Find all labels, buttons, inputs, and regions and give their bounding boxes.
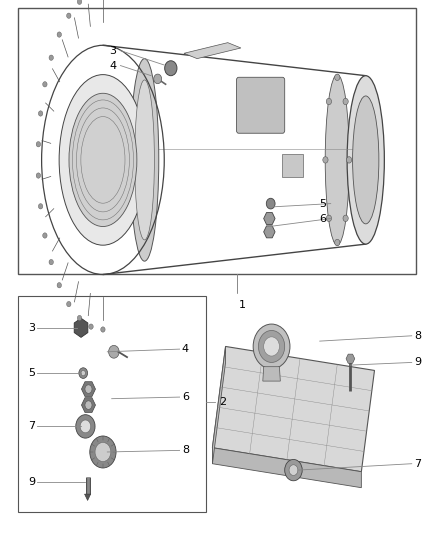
Circle shape — [326, 98, 332, 104]
Text: 2: 2 — [219, 398, 226, 407]
Polygon shape — [263, 367, 280, 381]
Circle shape — [165, 61, 177, 76]
Text: 5: 5 — [319, 199, 326, 208]
Circle shape — [43, 233, 47, 238]
Circle shape — [90, 436, 116, 468]
Text: 4: 4 — [182, 344, 189, 354]
Circle shape — [36, 173, 41, 178]
Circle shape — [79, 368, 88, 378]
Polygon shape — [212, 346, 226, 464]
Polygon shape — [184, 43, 241, 59]
Circle shape — [323, 157, 328, 163]
Circle shape — [57, 32, 61, 37]
Text: 1: 1 — [239, 300, 246, 310]
Circle shape — [264, 337, 279, 356]
Circle shape — [57, 282, 61, 288]
Circle shape — [85, 385, 92, 393]
Text: 8: 8 — [182, 446, 189, 455]
Circle shape — [95, 442, 111, 462]
Ellipse shape — [325, 75, 350, 245]
Circle shape — [101, 327, 105, 332]
Circle shape — [89, 324, 93, 329]
Circle shape — [343, 215, 348, 222]
Circle shape — [266, 198, 275, 209]
Polygon shape — [85, 494, 91, 500]
Circle shape — [289, 465, 298, 475]
Ellipse shape — [135, 80, 154, 240]
Circle shape — [43, 82, 47, 87]
Circle shape — [335, 239, 340, 246]
Circle shape — [39, 204, 43, 209]
Circle shape — [109, 345, 119, 358]
Polygon shape — [212, 448, 361, 488]
Text: 7: 7 — [414, 459, 421, 469]
Bar — [18, 8, 416, 274]
Ellipse shape — [69, 93, 137, 227]
Polygon shape — [212, 346, 374, 472]
FancyBboxPatch shape — [282, 154, 303, 177]
Circle shape — [253, 324, 290, 369]
Circle shape — [346, 157, 352, 163]
Text: 7: 7 — [28, 422, 35, 431]
Bar — [18, 296, 206, 512]
FancyBboxPatch shape — [237, 77, 285, 133]
Text: 6: 6 — [182, 392, 189, 402]
Circle shape — [49, 55, 53, 60]
Circle shape — [285, 459, 302, 481]
Text: 8: 8 — [414, 331, 421, 341]
Ellipse shape — [353, 96, 379, 224]
Ellipse shape — [347, 76, 384, 244]
Text: 5: 5 — [28, 368, 35, 378]
Circle shape — [81, 370, 85, 376]
Circle shape — [67, 302, 71, 307]
Text: 9: 9 — [28, 478, 35, 487]
Circle shape — [49, 260, 53, 265]
Circle shape — [154, 74, 162, 84]
Circle shape — [85, 401, 92, 409]
Circle shape — [76, 415, 95, 438]
Circle shape — [36, 142, 41, 147]
Circle shape — [326, 215, 332, 222]
Circle shape — [335, 74, 340, 80]
Circle shape — [78, 316, 82, 321]
Text: 6: 6 — [319, 214, 326, 223]
Circle shape — [258, 330, 285, 362]
Circle shape — [80, 420, 91, 433]
Text: 9: 9 — [414, 358, 421, 367]
Text: 3: 3 — [28, 323, 35, 333]
Ellipse shape — [59, 75, 147, 245]
Circle shape — [78, 0, 82, 4]
Circle shape — [39, 111, 43, 116]
Text: 3: 3 — [109, 46, 116, 55]
Text: 4: 4 — [109, 61, 116, 70]
Circle shape — [343, 98, 348, 104]
Circle shape — [67, 13, 71, 18]
Ellipse shape — [131, 59, 159, 261]
